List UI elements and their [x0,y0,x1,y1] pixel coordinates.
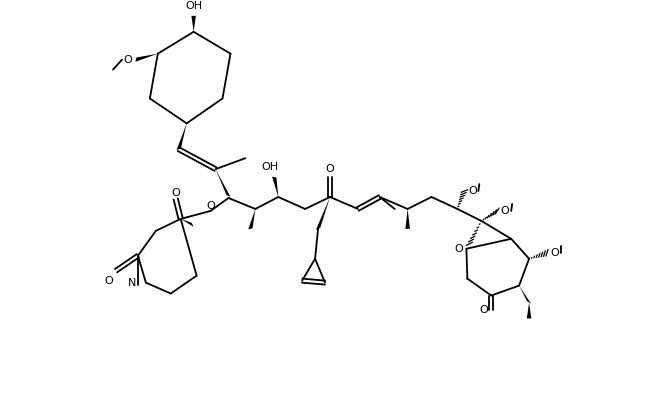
Polygon shape [216,169,230,197]
Text: O: O [206,201,215,211]
Text: N: N [128,278,136,288]
Polygon shape [248,209,255,229]
Text: O: O [468,186,477,196]
Polygon shape [272,177,278,197]
Polygon shape [191,16,196,32]
Polygon shape [527,302,531,318]
Text: OH: OH [262,162,279,172]
Polygon shape [135,54,158,62]
Polygon shape [180,219,194,227]
Text: O: O [479,305,488,316]
Text: O: O [105,276,113,286]
Polygon shape [316,197,330,229]
Text: OH: OH [185,1,202,11]
Text: O: O [551,248,559,258]
Polygon shape [519,286,531,304]
Text: O: O [454,244,463,254]
Text: O: O [501,206,509,216]
Text: O: O [171,188,180,198]
Text: O: O [124,55,133,65]
Polygon shape [406,209,410,229]
Text: O: O [326,164,334,174]
Polygon shape [176,123,186,150]
